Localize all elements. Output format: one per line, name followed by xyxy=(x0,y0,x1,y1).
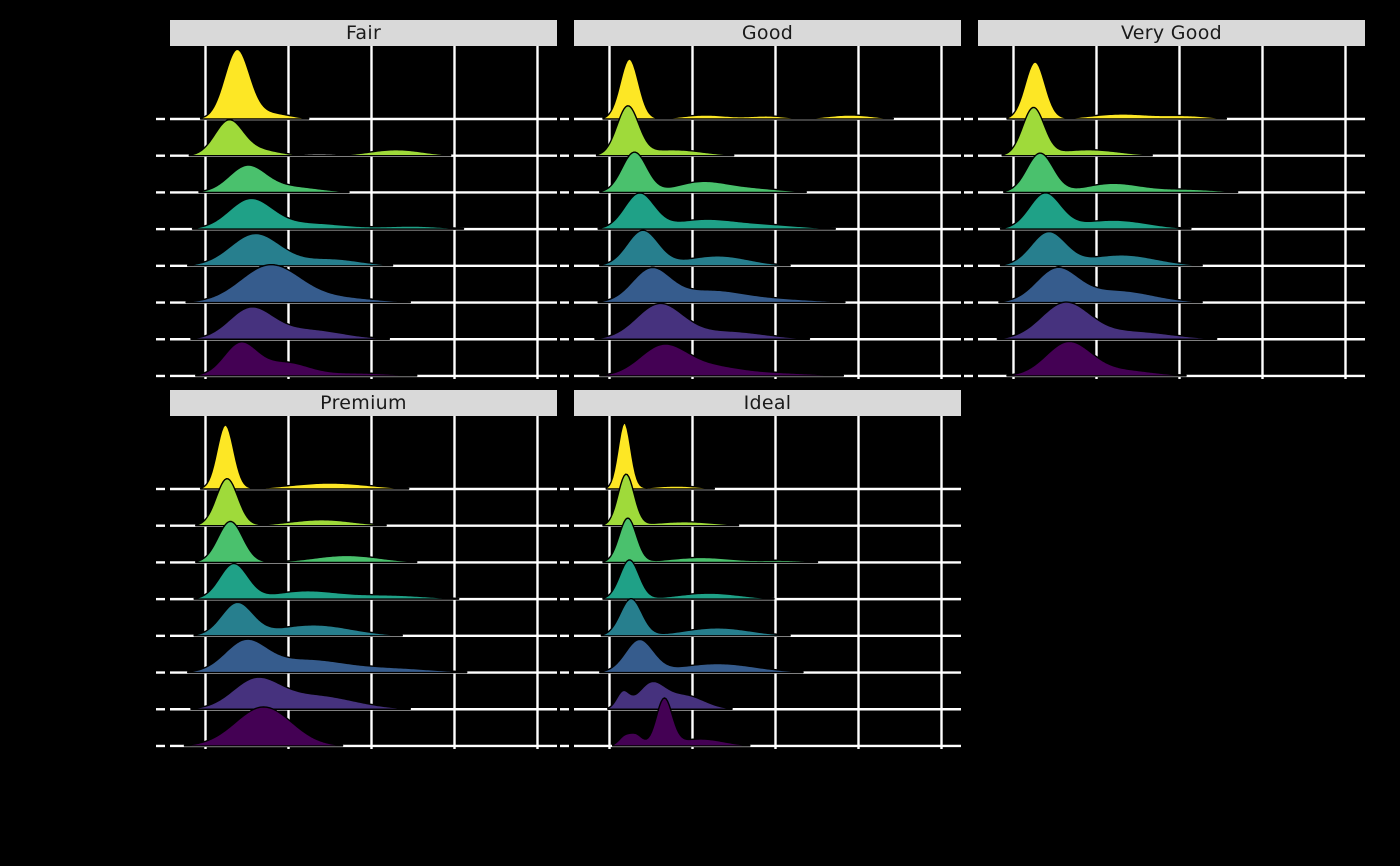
density-ridge xyxy=(599,343,844,377)
facet-strip: Ideal xyxy=(574,390,961,416)
density-ridge xyxy=(605,422,715,490)
density-ridge xyxy=(999,230,1203,267)
ridges-plot xyxy=(560,46,961,379)
ridges-plot xyxy=(156,416,557,749)
density-ridge xyxy=(1006,340,1187,377)
facet-strip: Very Good xyxy=(978,20,1365,46)
density-ridge xyxy=(1006,61,1228,120)
density-ridge xyxy=(187,232,394,267)
density-ridge xyxy=(602,58,894,120)
density-ridge xyxy=(195,478,387,527)
density-ridge xyxy=(183,706,344,747)
facet-strip: Good xyxy=(574,20,961,46)
density-ridge xyxy=(612,697,751,747)
facet-panel-fair: Fair xyxy=(156,20,557,379)
facet-strip: Premium xyxy=(170,390,557,416)
density-ridge xyxy=(599,151,807,194)
density-ridge xyxy=(595,105,735,157)
density-ridge xyxy=(599,229,791,267)
facet-title: Very Good xyxy=(1120,21,1223,44)
density-ridge xyxy=(195,520,418,564)
density-ridge xyxy=(191,197,465,230)
ridges-plot xyxy=(964,46,1365,379)
density-ridge xyxy=(195,341,418,377)
density-ridge xyxy=(190,676,411,710)
facet-title: Fair xyxy=(345,21,382,44)
density-ridge xyxy=(607,680,733,710)
density-ridge xyxy=(599,638,804,674)
density-ridge xyxy=(193,601,403,637)
density-ridge xyxy=(602,517,819,564)
density-ridge xyxy=(1001,106,1153,157)
density-ridge xyxy=(597,192,836,230)
density-ridge xyxy=(187,638,468,674)
facet-title: Good xyxy=(741,21,794,44)
density-ridge xyxy=(597,266,846,304)
density-ridge xyxy=(602,473,740,527)
facet-panel-good: Good xyxy=(560,20,961,379)
ridges-plot xyxy=(156,46,557,379)
density-ridge xyxy=(188,119,452,157)
facet-strip: Fair xyxy=(170,20,557,46)
facet-panel-premium: Premium xyxy=(156,390,557,749)
density-ridge xyxy=(199,424,410,490)
density-ridge xyxy=(190,306,390,340)
facet-panel-very-good: Very Good xyxy=(964,20,1365,379)
grid-lines xyxy=(156,46,557,379)
density-ridge xyxy=(998,266,1203,304)
density-ridge xyxy=(193,562,460,600)
density-ridge xyxy=(999,192,1192,230)
facet-title: Ideal xyxy=(743,391,792,414)
density-ridge xyxy=(185,263,411,304)
density-ridge xyxy=(594,302,811,340)
ridges-plot xyxy=(560,416,961,749)
density-ridge xyxy=(198,164,350,194)
facet-title: Premium xyxy=(320,391,407,414)
density-ridge xyxy=(996,301,1218,340)
density-ridge xyxy=(600,597,791,637)
facet-panel-ideal: Ideal xyxy=(560,390,961,749)
density-ridge xyxy=(199,48,310,120)
density-ridge xyxy=(602,559,775,600)
density-ridge xyxy=(1003,152,1239,194)
